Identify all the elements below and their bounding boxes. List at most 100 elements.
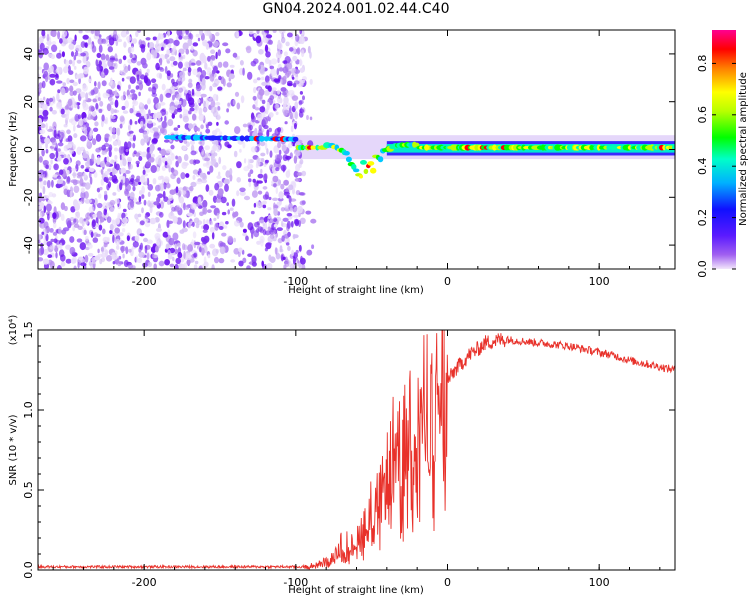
noise-speckle [51,179,54,188]
noise-speckle [84,182,91,190]
y-tick-label: 0.5 [22,481,35,499]
noise-speckle [82,55,87,64]
noise-speckle [167,158,173,166]
noise-speckle [96,202,103,209]
noise-speckle [264,44,269,53]
noise-speckle [265,34,273,39]
noise-speckle [295,249,299,254]
y-tick-label: 20 [22,95,35,109]
noise-speckle [266,81,271,87]
noise-speckle [46,180,51,189]
noise-speckle [110,108,115,114]
noise-speckle [272,30,277,33]
noise-speckle [264,75,270,83]
noise-speckle [270,68,277,77]
noise-speckle [73,218,77,223]
noise-speckle [291,76,295,80]
noise-speckle [299,36,305,45]
noise-speckle [98,193,102,199]
x-tick-label: -100 [283,576,308,589]
signal-blob [414,142,420,147]
noise-speckle [262,117,268,126]
noise-speckle [188,123,194,130]
noise-speckle [51,139,57,146]
noise-speckle [57,130,61,135]
noise-speckle [193,264,198,269]
noise-speckle [301,170,307,177]
noise-speckle [127,64,131,72]
noise-speckle [192,113,197,121]
noise-speckle [119,245,127,252]
noise-speckle [288,196,292,204]
noise-speckle [211,231,215,240]
noise-speckle [218,75,222,81]
noise-speckle [257,65,261,71]
noise-speckle [239,221,244,228]
noise-speckle [45,203,52,212]
noise-speckle [286,102,291,109]
noise-speckle [137,213,142,218]
noise-speckle [43,96,46,101]
noise-speckle [47,128,54,132]
noise-speckle [62,66,69,74]
noise-speckle [280,183,285,190]
carrier-signal-trace [164,134,675,179]
noise-speckle [114,147,118,152]
noise-speckle [87,199,92,204]
noise-speckle [302,76,307,81]
noise-speckle [132,38,137,44]
noise-speckle [294,101,299,110]
noise-speckle [157,157,162,167]
noise-speckle [177,124,181,129]
noise-speckle [204,145,210,151]
noise-speckle [188,60,192,67]
noise-speckle [60,87,66,96]
noise-speckle [167,43,172,48]
noise-speckle [206,67,212,72]
noise-speckle [108,97,115,103]
noise-speckle [225,48,231,54]
noise-speckle [95,233,101,237]
noise-speckle [204,62,208,70]
noise-speckle [254,107,260,111]
noise-speckle [281,220,284,227]
noise-speckle [295,163,301,172]
noise-speckle [300,49,305,58]
noise-speckle [51,110,58,115]
noise-speckle [119,182,123,191]
noise-speckle [245,45,252,54]
noise-speckle [144,177,148,186]
noise-speckle [73,65,77,70]
noise-speckle [54,133,61,140]
noise-speckle [104,190,108,195]
noise-speckle [132,179,139,187]
noise-speckle [73,133,78,139]
noise-speckle [167,119,174,127]
noise-speckle [265,51,271,58]
noise-speckle [107,181,112,189]
noise-speckle [91,45,97,53]
noise-speckle [128,248,132,253]
noise-speckle [161,128,168,136]
noise-speckle [201,55,207,64]
noise-speckle [250,146,257,153]
noise-speckle [202,163,207,167]
noise-speckle [195,90,202,97]
noise-speckle [284,204,289,209]
noise-speckle [123,91,126,97]
noise-speckle [111,174,118,183]
noise-speckle [306,115,309,120]
noise-speckle [53,206,57,215]
noise-speckle [260,152,266,157]
noise-speckle [118,58,123,64]
noise-speckle [247,158,251,165]
noise-speckle [269,95,275,101]
noise-speckle [69,85,74,92]
noise-speckle [159,33,164,40]
noise-speckle [277,197,284,202]
noise-speckle [66,175,71,183]
noise-speckle [69,190,73,198]
noise-speckle [158,260,165,267]
noise-speckle [226,202,229,207]
noise-speckle [257,173,264,179]
